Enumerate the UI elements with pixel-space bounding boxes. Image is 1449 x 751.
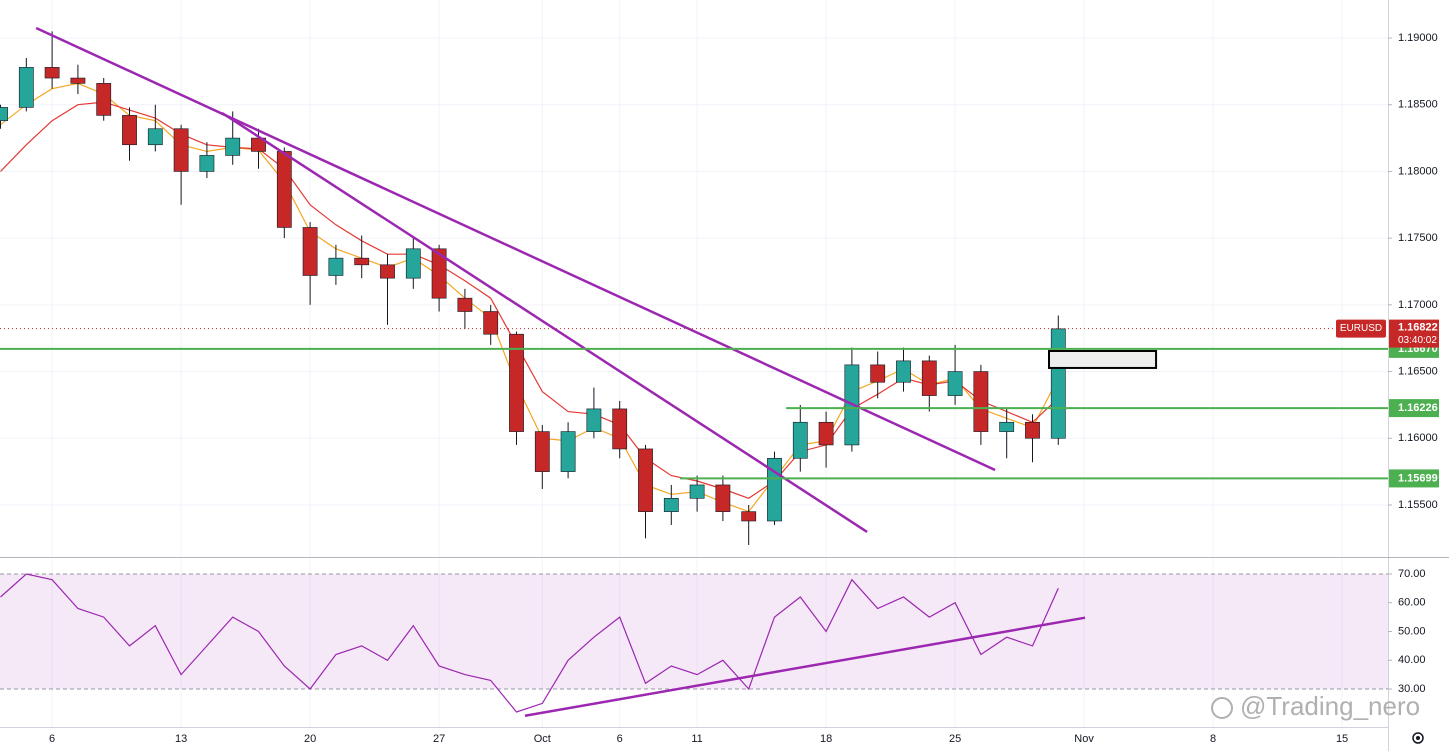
level-label-bg <box>1389 399 1439 418</box>
level-label: 1.15699 <box>1398 472 1438 484</box>
y-tick-label: 50.00 <box>1398 625 1426 637</box>
candle-body <box>199 155 215 172</box>
rsi-pane <box>0 559 1388 727</box>
level-label: 1.16226 <box>1398 402 1438 414</box>
candle-body <box>18 67 34 108</box>
y-tick-label: 1.15500 <box>1398 499 1438 511</box>
candle-body <box>354 257 370 266</box>
candle-body <box>586 408 602 432</box>
candle-body <box>1025 421 1040 439</box>
candle-body <box>328 257 344 276</box>
trendline <box>35 26 996 472</box>
symbol-label: EURUSD <box>1340 323 1382 334</box>
candle-body <box>225 137 241 156</box>
candle-body <box>663 497 679 512</box>
y-tick-label: 30.00 <box>1398 683 1426 695</box>
x-tick-label: 6 <box>617 733 623 745</box>
candle-body <box>534 431 550 472</box>
candle-body <box>560 431 576 472</box>
rsi-line <box>0 573 1059 713</box>
y-tick-label: 70.00 <box>1398 568 1426 580</box>
candle-body <box>999 421 1015 432</box>
x-tick-label: 20 <box>304 733 316 745</box>
candle-body <box>147 128 163 146</box>
candle-body <box>792 421 808 459</box>
candle-body <box>0 107 8 122</box>
candle-body <box>896 360 911 383</box>
candle-body <box>1050 328 1066 439</box>
x-tick-label: Oct <box>534 733 551 745</box>
zone-box <box>1047 350 1158 369</box>
x-tick-label: Nov <box>1074 733 1094 745</box>
price-pane <box>0 0 1388 557</box>
candle-body <box>715 484 731 512</box>
last-price-bg <box>1389 319 1439 348</box>
watermark: @Trading_nero <box>1240 691 1420 721</box>
x-tick-label: 11 <box>691 733 702 745</box>
candle-body <box>380 264 395 279</box>
candle-body <box>431 248 447 299</box>
candle-body <box>921 360 937 396</box>
x-tick-label: 18 <box>820 733 832 745</box>
candle-body <box>689 484 705 499</box>
candle-body <box>870 364 886 383</box>
y-tick-label: 40.00 <box>1398 654 1426 666</box>
candle-body <box>96 83 112 116</box>
x-tick-label: 25 <box>949 733 961 745</box>
candle-body <box>818 421 834 446</box>
candle-body <box>44 67 60 79</box>
candle-body <box>457 297 473 312</box>
trendline <box>221 111 868 533</box>
candle-body <box>612 408 628 450</box>
y-tick-label: 60.00 <box>1398 597 1426 609</box>
candle-body <box>947 371 963 396</box>
candle-body <box>638 448 653 512</box>
x-tick-label: 15 <box>1336 733 1348 745</box>
y-tick-label: 1.16500 <box>1398 365 1438 377</box>
y-tick-label: 1.18500 <box>1398 99 1438 111</box>
candle-body <box>483 311 499 335</box>
y-tick-label: 1.18000 <box>1398 165 1438 177</box>
x-tick-label: 8 <box>1210 733 1216 745</box>
candle-body <box>276 151 292 228</box>
candle-body <box>741 511 757 522</box>
last-price-label: 1.16822 <box>1398 322 1438 334</box>
y-tick-label: 1.17000 <box>1398 299 1438 311</box>
y-tick-label: 1.19000 <box>1398 32 1438 44</box>
candle-body <box>122 115 137 146</box>
candle-body <box>973 371 989 432</box>
x-tick-label: 27 <box>433 733 445 745</box>
y-tick-label: 1.16000 <box>1398 432 1438 444</box>
rsi-trendline <box>524 616 1086 718</box>
candle-body <box>302 227 318 276</box>
watermark-icon <box>1211 697 1233 719</box>
candle-body <box>405 248 421 279</box>
y-tick-label: 1.17500 <box>1398 232 1438 244</box>
x-tick-label: 13 <box>175 733 187 745</box>
settings-icon[interactable] <box>1412 732 1424 744</box>
candle-body <box>173 128 189 172</box>
rsi-band <box>0 573 1388 690</box>
x-tick-label: 6 <box>49 733 55 745</box>
level-label-bg <box>1389 469 1439 488</box>
countdown: 03:40:02 <box>1398 335 1437 346</box>
candle-body <box>70 77 86 84</box>
symbol-label-bg <box>1336 319 1386 338</box>
candle-body <box>509 333 524 432</box>
